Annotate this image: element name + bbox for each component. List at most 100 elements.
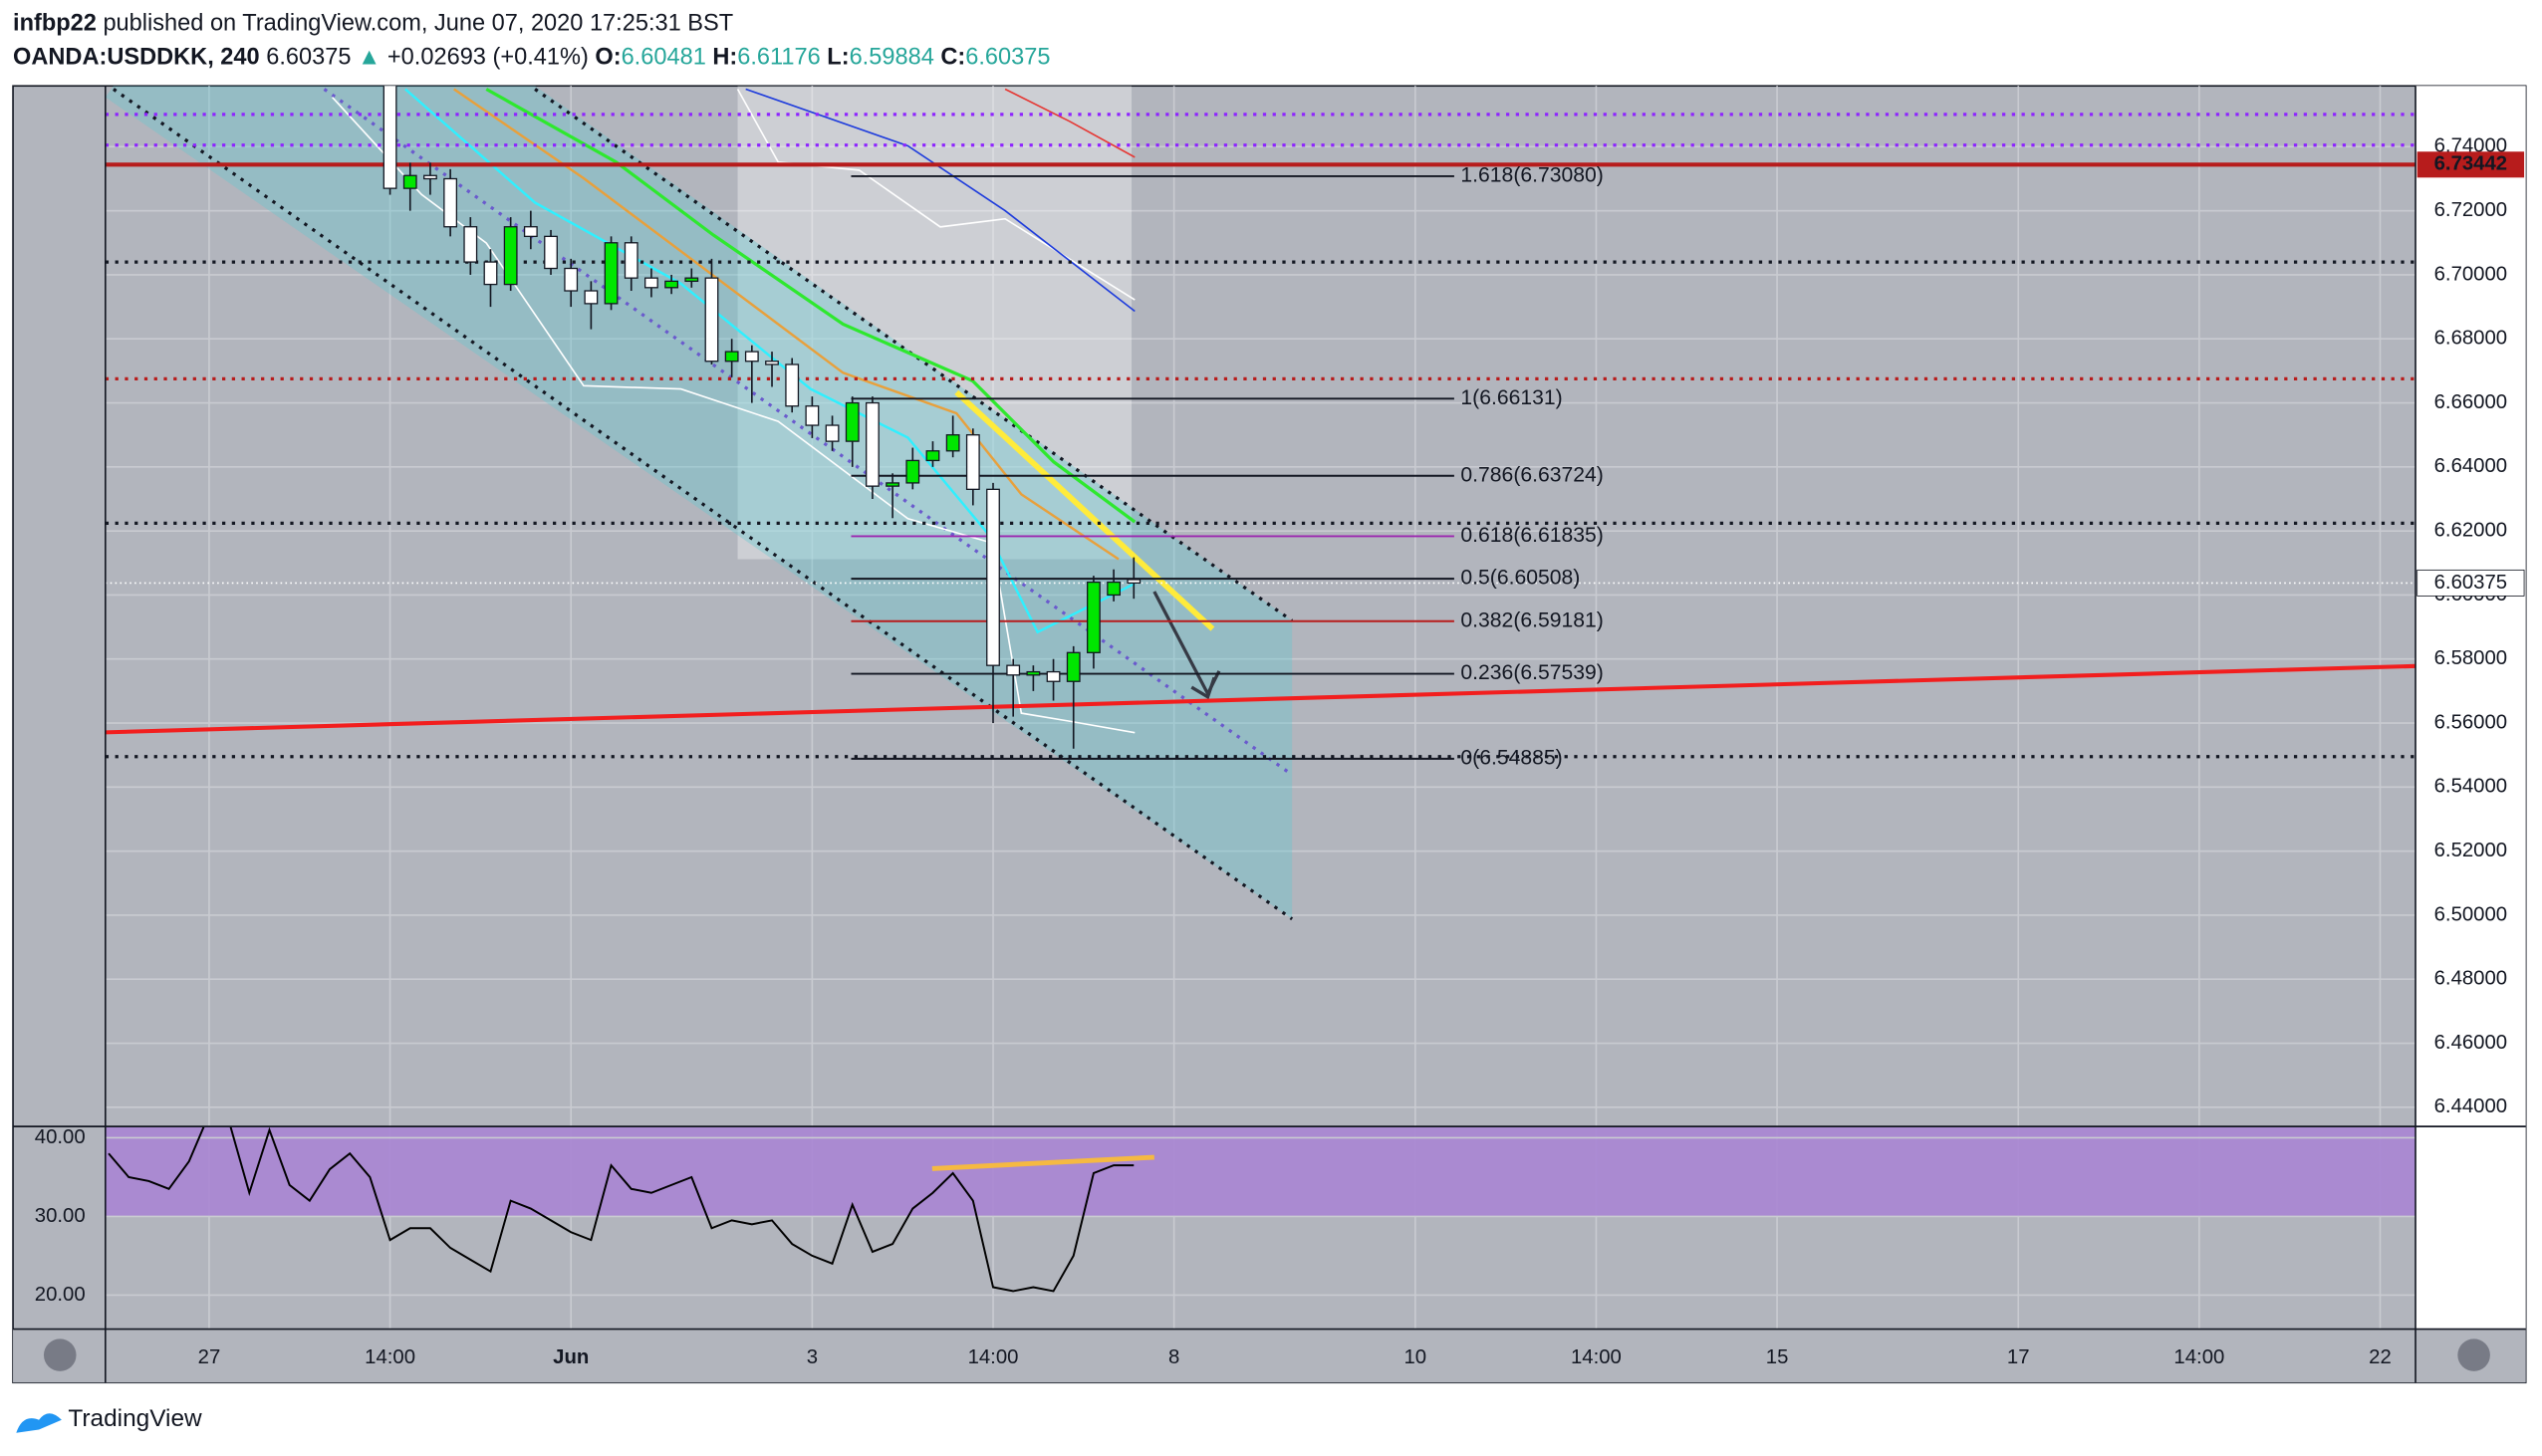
candle-body: [644, 277, 658, 289]
candle-body: [1127, 579, 1142, 585]
last-price-box: [2416, 569, 2525, 597]
rsi-tick-label: 20.00: [35, 1284, 86, 1306]
candle-body: [1066, 651, 1081, 682]
candle-body: [443, 177, 458, 228]
candle-body: [925, 450, 940, 462]
x-tick-label: 17: [2007, 1346, 2030, 1368]
candle-body: [1107, 581, 1122, 597]
level-price-box: [2416, 151, 2525, 178]
y-tick-label: 6.50000: [2434, 903, 2507, 925]
rsi-tick-label: 30.00: [35, 1205, 86, 1227]
fib-label: 0.5(6.60508): [1460, 567, 1580, 590]
channel-upper: [534, 88, 1294, 622]
candle-body: [945, 434, 960, 452]
price-axis: [2415, 86, 2526, 1330]
symbol-line: OANDA:USDDKK, 240 6.60375 ▲ +0.02693 (+0…: [13, 44, 1050, 70]
fib-label: 1(6.66131): [1460, 386, 1562, 409]
channel-mid: [323, 88, 1294, 777]
y-tick-label: 6.52000: [2434, 840, 2507, 861]
reset-button[interactable]: [2457, 1338, 2490, 1371]
x-tick-label: 14:00: [2173, 1346, 2224, 1368]
candle-body: [483, 261, 498, 286]
y-tick-label: 6.72000: [2434, 199, 2507, 221]
fib-label: 0.786(6.63724): [1460, 463, 1603, 486]
footer-brand: TradingView: [68, 1405, 202, 1432]
candle-body: [664, 280, 679, 289]
candle-body: [564, 267, 579, 292]
candle-body: [744, 351, 759, 363]
y-tick-label: 6.48000: [2434, 968, 2507, 990]
candle-body: [503, 226, 518, 286]
channel-fill: [105, 86, 1293, 919]
fib-label: 0(6.54885): [1460, 746, 1562, 769]
candle-body: [845, 401, 860, 442]
x-tick-label: 22: [2369, 1346, 2392, 1368]
y-tick-label: 6.62000: [2434, 520, 2507, 542]
price-marks: 1.618(6.73080) 1(6.66131) 0.786(6.63724) 0.…: [105, 86, 2416, 769]
candle-body: [986, 488, 1000, 666]
y-tick-label: 6.56000: [2434, 711, 2507, 733]
candle-body: [684, 277, 699, 283]
candle-body: [624, 242, 638, 279]
candle-body: [765, 361, 779, 365]
arrow-head: [1190, 676, 1216, 700]
candle-body: [402, 174, 417, 189]
ma-red: [1004, 88, 1136, 158]
rsi-line: [108, 1126, 1135, 1293]
candle-body: [805, 405, 820, 426]
candle-body: [785, 364, 800, 407]
x-tick-label: 8: [1168, 1346, 1179, 1368]
last-price-label: 6.60375: [2434, 572, 2507, 594]
fib-label: 0.382(6.59181): [1460, 608, 1603, 631]
x-tick-label: 14:00: [968, 1346, 1019, 1368]
rsi-tick-label: 40.00: [35, 1126, 86, 1148]
x-tick-label: 15: [1766, 1346, 1789, 1368]
y-tick-label: 6.64000: [2434, 455, 2507, 477]
y-tick-label: 6.74000: [2434, 135, 2507, 157]
candle-body: [965, 434, 980, 490]
y-tick-label: 6.54000: [2434, 776, 2507, 798]
y-tick-label: 6.58000: [2434, 647, 2507, 669]
trendline: [105, 663, 2416, 735]
fib-label: 0.236(6.57539): [1460, 661, 1603, 684]
channel-lower: [113, 88, 1294, 921]
fib-label: 0.618(6.61835): [1460, 524, 1603, 547]
rsi-divergence: [931, 1154, 1154, 1171]
ma-orange: [453, 88, 1120, 561]
candle-body: [704, 277, 719, 363]
x-tick-label: 14:00: [365, 1346, 415, 1368]
candle-body: [905, 459, 920, 484]
candle-body: [825, 424, 840, 442]
logo: [16, 1413, 62, 1433]
candle-body: [523, 226, 538, 238]
yellow-line: [954, 389, 1215, 631]
candle-body: [1006, 664, 1021, 676]
x-tick-label: 10: [1404, 1346, 1427, 1368]
x-tick-label: Jun: [553, 1346, 589, 1368]
candle-body: [463, 226, 478, 263]
candle-body: [1026, 670, 1041, 676]
candle-body: [1046, 670, 1061, 682]
candle-body: [604, 242, 619, 305]
candle-body: [1087, 581, 1101, 653]
fib-label: 1.618(6.73080): [1460, 164, 1603, 187]
y-tick-label: 6.46000: [2434, 1032, 2507, 1054]
publish-line: infbp22 published on TradingView.com, Ju…: [13, 10, 733, 36]
candle-body: [724, 351, 739, 363]
candle-body: [584, 290, 599, 305]
ma-green: [485, 88, 1137, 524]
y-tick-label: 6.68000: [2434, 328, 2507, 350]
y-tick-label: 6.70000: [2434, 263, 2507, 285]
scroll-button[interactable]: [43, 1338, 77, 1371]
time-axis: [13, 1329, 2526, 1383]
candle-body: [423, 174, 437, 180]
band-upper: [736, 89, 1136, 301]
x-tick-label: 14:00: [1571, 1346, 1622, 1368]
level-price-label: 6.73442: [2434, 153, 2507, 175]
rsi-marks: [105, 1126, 2416, 1297]
x-tick-label: 27: [198, 1346, 221, 1368]
x-tick-label: 3: [807, 1346, 818, 1368]
candle-body: [866, 401, 880, 487]
candle-body: [886, 482, 900, 487]
